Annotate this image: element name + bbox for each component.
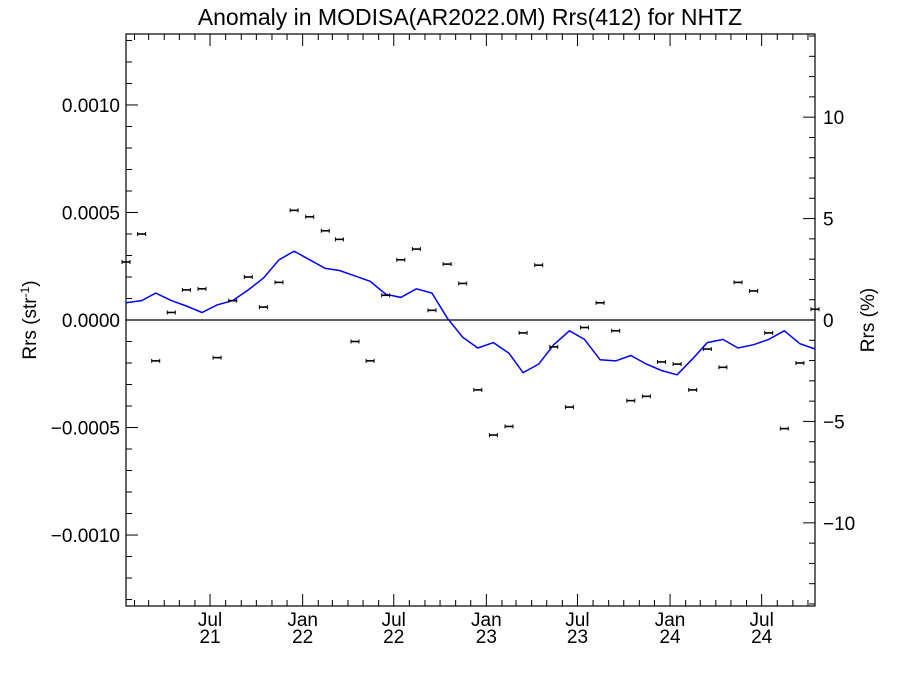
data-points — [121, 208, 820, 438]
data-point — [579, 325, 589, 330]
data-point — [473, 387, 483, 392]
x-tick-month-label: Jul — [750, 610, 774, 631]
data-point — [458, 281, 468, 286]
x-tick-month-label: Jan — [655, 610, 686, 631]
data-point — [688, 387, 698, 392]
x-tick-year-label: 23 — [567, 627, 588, 648]
x-tick-year-label: 22 — [383, 627, 404, 648]
data-point — [549, 344, 559, 349]
y2-tick-label: 5 — [823, 210, 834, 231]
data-point — [611, 328, 621, 333]
y-tick-label: 0.0000 — [62, 311, 120, 332]
x-tick-year-label: 21 — [199, 627, 220, 648]
data-point — [672, 362, 682, 367]
y-axis-label-superscript: -1 — [18, 286, 32, 297]
data-point — [381, 293, 391, 298]
data-point — [733, 280, 743, 285]
line-series — [125, 250, 816, 376]
x-tick-month-label: Jul — [382, 610, 406, 631]
data-point — [626, 398, 636, 403]
data-point — [779, 426, 789, 431]
chart-title: Anomaly in MODISA(AR2022.0M) Rrs(412) fo… — [198, 4, 742, 30]
data-point — [534, 263, 544, 268]
data-point — [795, 361, 805, 366]
data-point — [334, 237, 344, 242]
x-tick-year-label: 24 — [659, 627, 681, 648]
data-point — [442, 262, 452, 267]
y-axis-left: 0.0010 0.0005 0.0000 −0.0005 −0.0010 — [51, 39, 138, 601]
data-point — [365, 358, 375, 363]
x-tick-month-label: Jan — [471, 610, 502, 631]
data-point — [350, 339, 360, 344]
data-point — [212, 355, 222, 360]
x-tick-month-label: Jul — [565, 610, 589, 631]
data-point — [228, 298, 238, 303]
data-point — [427, 308, 437, 313]
data-point — [488, 433, 498, 438]
data-point — [656, 359, 666, 364]
y-axis-label-close: ) — [20, 280, 41, 286]
data-point — [243, 274, 253, 279]
data-point — [274, 280, 284, 285]
data-point — [810, 307, 820, 312]
data-point — [197, 286, 207, 291]
y-tick-label: −0.0010 — [51, 526, 120, 547]
y-tick-label: −0.0005 — [51, 419, 120, 440]
data-point — [137, 231, 147, 236]
y-axis-right: 10 5 0 −5 −10 — [803, 35, 855, 605]
y-tick-label: 0.0005 — [62, 203, 120, 224]
data-point — [151, 358, 161, 363]
y-axis-label: Rrs (str-1) — [18, 280, 41, 359]
data-point — [320, 228, 330, 233]
data-point — [289, 208, 299, 213]
data-point — [749, 288, 759, 293]
data-point — [166, 310, 176, 315]
y-tick-label: 0.0010 — [62, 96, 120, 117]
data-point — [702, 347, 712, 352]
data-point — [258, 305, 268, 310]
data-point — [396, 257, 406, 262]
data-point — [121, 259, 131, 264]
data-point — [641, 394, 651, 399]
data-point — [518, 330, 528, 335]
x-tick-year-label: 24 — [751, 627, 773, 648]
data-point — [305, 214, 315, 219]
data-point — [504, 424, 514, 429]
y2-tick-label: 0 — [823, 311, 834, 332]
data-point — [718, 365, 728, 370]
x-tick-year-label: 22 — [292, 627, 313, 648]
y2-tick-label: −5 — [823, 412, 845, 433]
data-point — [764, 330, 774, 335]
data-point — [595, 300, 605, 305]
data-point — [411, 247, 421, 252]
y2-tick-label: −10 — [823, 514, 855, 535]
x-tick-month-label: Jul — [198, 610, 222, 631]
x-tick-year-label: 23 — [476, 627, 497, 648]
y2-axis-label: Rrs (%) — [858, 288, 879, 352]
y-axis-label-main: Rrs (str — [20, 297, 41, 360]
data-point — [564, 405, 574, 410]
data-point — [181, 287, 191, 292]
y2-tick-label: 10 — [823, 108, 844, 129]
mean-line — [125, 250, 816, 376]
x-tick-month-label: Jan — [287, 610, 318, 631]
